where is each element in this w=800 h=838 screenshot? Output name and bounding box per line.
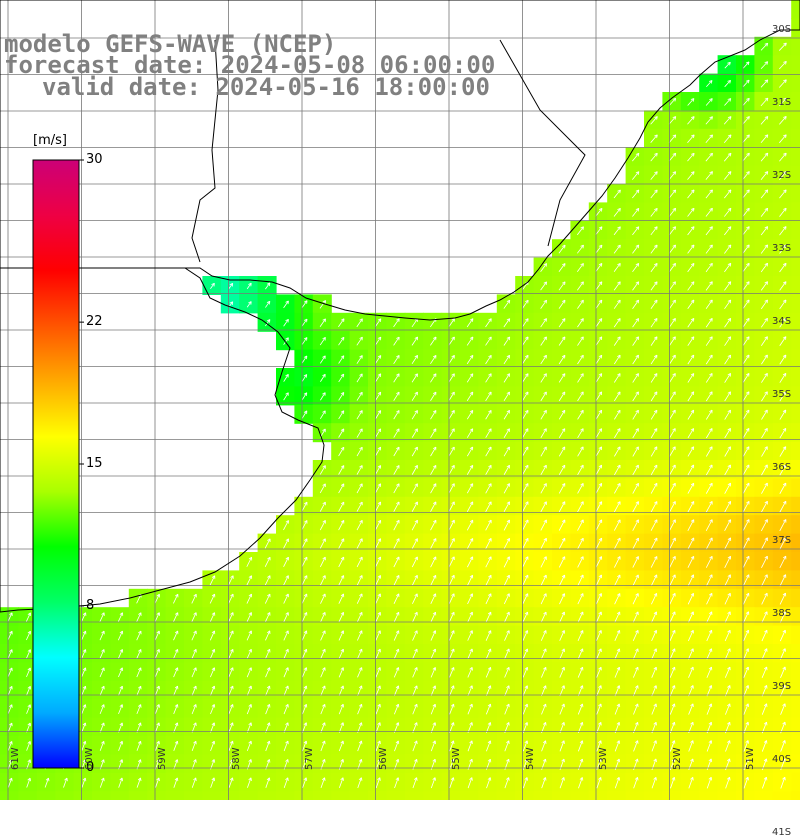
lon-label: 59W	[157, 747, 168, 770]
lon-label: 58W	[231, 747, 242, 770]
lat-label: 33S	[772, 243, 791, 254]
lat-label: 38S	[772, 608, 791, 619]
lat-label: 36S	[772, 462, 791, 473]
valid-date: valid date: 2024-05-16 18:00:00	[42, 75, 490, 99]
lon-label: 53W	[598, 747, 609, 770]
colorbar-tick-label: 30	[86, 152, 103, 167]
lat-label: 30S	[772, 24, 791, 35]
lat-label: 40S	[772, 754, 791, 765]
lon-label: 60W	[84, 747, 95, 770]
lat-label: 39S	[772, 681, 791, 692]
wind-speed-field	[0, 0, 800, 800]
lon-label: 55W	[451, 747, 462, 770]
lon-label: 56W	[378, 747, 389, 770]
wind-map	[0, 0, 800, 800]
lon-label: 52W	[672, 747, 683, 770]
lat-label: 35S	[772, 389, 791, 400]
colorbar-gradient	[33, 160, 79, 768]
lat-label: 37S	[772, 535, 791, 546]
colorbar-tick-label: 15	[86, 456, 103, 471]
lon-label: 61W	[10, 747, 21, 770]
lon-label: 54W	[525, 747, 536, 770]
lat-label: 34S	[772, 316, 791, 327]
colorbar-tick-label: 8	[86, 598, 94, 613]
lon-label: 57W	[304, 747, 315, 770]
lat-label: 32S	[772, 170, 791, 181]
lon-label: 51W	[745, 747, 756, 770]
lat-label: 41S	[772, 827, 791, 838]
colorbar-tick-label: 22	[86, 314, 103, 329]
lat-label: 31S	[772, 97, 791, 108]
border-line	[500, 40, 585, 246]
colorbar	[33, 160, 84, 768]
colorbar-units: [m/s]	[33, 133, 67, 148]
